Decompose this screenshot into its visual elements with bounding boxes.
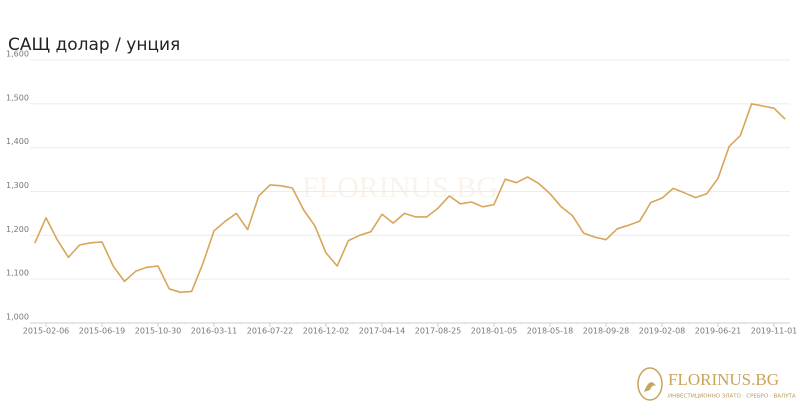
y-tick-label: 1,300 (6, 181, 29, 190)
y-tick-label: 1,400 (6, 137, 29, 146)
y-tick-label: 1,600 (6, 50, 29, 59)
x-tick-label: 2017-08-25 (415, 327, 462, 336)
x-tick-label: 2019-02-08 (639, 327, 686, 336)
y-tick-label: 1,200 (6, 225, 29, 234)
y-tick-label: 1,000 (6, 313, 29, 322)
logo-text: FLORINUS.BG (668, 370, 779, 389)
y-tick-label: 1,100 (6, 269, 29, 278)
logo-bird (644, 382, 656, 392)
watermark: FLORINUS.BG (302, 171, 498, 204)
x-tick-label: 2018-05-18 (527, 327, 574, 336)
data-line (34, 103, 786, 294)
y-tick-label: 1,500 (6, 93, 29, 102)
x-tick-label: 2019-06-21 (695, 327, 742, 336)
x-tick-label: 2015-02-06 (23, 327, 70, 336)
x-tick-label: 2019-11-01 (751, 327, 798, 336)
x-tick-label: 2016-03-11 (191, 327, 238, 336)
x-tick-label: 2016-07-22 (247, 327, 294, 336)
x-tick-label: 2017-04-14 (359, 327, 406, 336)
logo-tagline: ИНВЕСТИЦИОННО ЗЛАТО · СРЕБРО · ВАЛУТА (668, 394, 796, 400)
x-tick-label: 2015-10-30 (135, 327, 182, 336)
logo: FLORINUS.BG ИНВЕСТИЦИОННО ЗЛАТО · СРЕБРО… (637, 367, 796, 401)
x-tick-label: 2015-06-19 (79, 327, 126, 336)
logo-emblem (637, 367, 663, 401)
x-tick-label: 2018-09-28 (583, 327, 630, 336)
x-tick-label: 2018-01-05 (471, 327, 518, 336)
chart-title: САЩ долар / унция (8, 35, 180, 55)
x-tick-label: 2016-12-02 (303, 327, 350, 336)
